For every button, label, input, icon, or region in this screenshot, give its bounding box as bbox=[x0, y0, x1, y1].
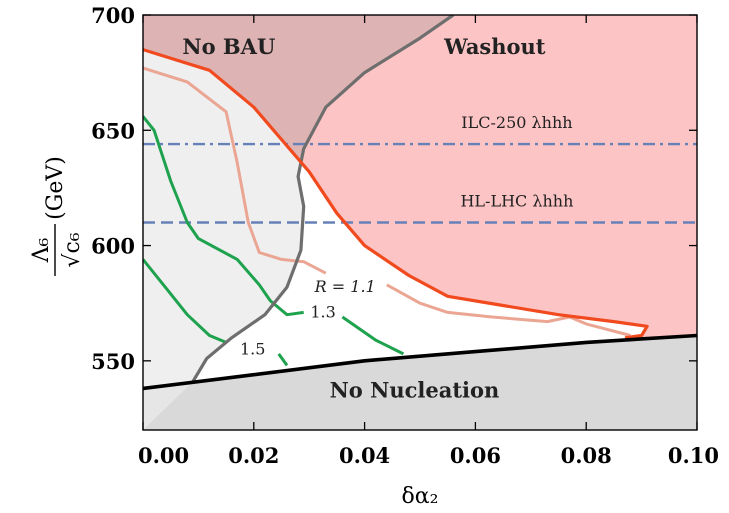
r-contour-1-seg-1 bbox=[341, 315, 405, 356]
r-contour-0-seg-1 bbox=[386, 283, 631, 337]
region-label-2: No Nucleation bbox=[330, 378, 500, 403]
y-tick-label-1: 600 bbox=[91, 234, 135, 259]
nucleation-boundary bbox=[143, 333, 697, 391]
no-nucleation-region bbox=[143, 335, 697, 430]
r-contour-label-2: 1.5 bbox=[240, 339, 265, 358]
washout-boundary bbox=[143, 48, 649, 340]
y-axis-label-unit: (GeV) bbox=[43, 156, 68, 220]
x-tick-label-4: 0.08 bbox=[561, 443, 612, 468]
r-contour-2-seg-0 bbox=[143, 258, 227, 344]
x-tick-label-3: 0.06 bbox=[450, 443, 501, 468]
region-label-0: No BAU bbox=[182, 34, 275, 59]
y-tick-label-2: 650 bbox=[91, 118, 135, 143]
r-contour-2-seg-1 bbox=[277, 353, 289, 367]
reference-line-label-0: ILC-250 λhhh bbox=[461, 113, 572, 132]
region-label-1: Washout bbox=[443, 34, 546, 59]
plot-frame bbox=[142, 14, 698, 431]
r-contour-label-0: R = 1.1 bbox=[314, 277, 376, 296]
r-contour-1-seg-0 bbox=[143, 115, 304, 317]
y-axis-label-denominator: √c₆ bbox=[60, 232, 85, 267]
x-tick-label-0: 0.00 bbox=[138, 443, 189, 468]
y-axis-label-numerator: Λ₆ bbox=[29, 237, 54, 263]
y-tick-label-0: 550 bbox=[91, 349, 135, 374]
no-bau-region bbox=[143, 15, 454, 163]
y-axis-label: Λ₆ √c₆ (GeV) bbox=[29, 156, 85, 276]
reference-line-label-1: HL-LHC λhhh bbox=[460, 191, 573, 210]
x-axis-label: δα₂ bbox=[402, 484, 439, 509]
no-bau-boundary bbox=[191, 15, 455, 383]
x-tick-label-2: 0.04 bbox=[339, 443, 390, 468]
y-tick-label-3: 700 bbox=[91, 3, 135, 28]
x-tick-label-1: 0.02 bbox=[228, 443, 279, 468]
x-tick-label-5: 0.10 bbox=[668, 443, 719, 468]
r-contour-label-1: 1.3 bbox=[310, 302, 335, 321]
